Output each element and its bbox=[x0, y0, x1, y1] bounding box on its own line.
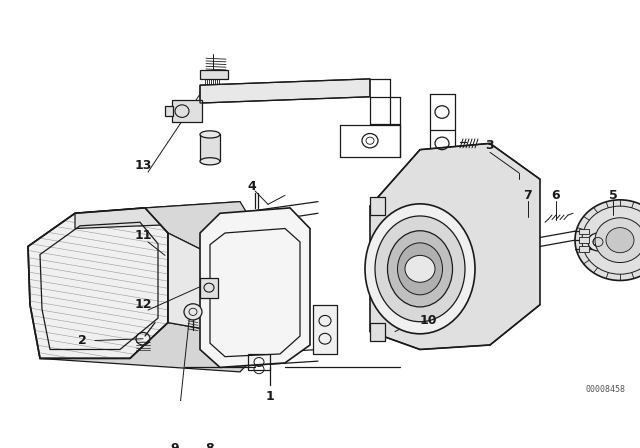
Polygon shape bbox=[28, 208, 168, 358]
Polygon shape bbox=[200, 208, 310, 367]
Bar bbox=[579, 228, 589, 234]
Text: 10: 10 bbox=[419, 314, 436, 327]
Ellipse shape bbox=[365, 204, 475, 334]
Text: 12: 12 bbox=[134, 298, 152, 311]
Text: 11: 11 bbox=[134, 229, 152, 242]
Polygon shape bbox=[168, 233, 270, 340]
Polygon shape bbox=[40, 323, 270, 372]
Text: 5: 5 bbox=[609, 189, 618, 202]
Bar bbox=[590, 235, 606, 249]
Circle shape bbox=[184, 304, 202, 320]
Bar bbox=[165, 106, 173, 116]
Bar bbox=[579, 246, 589, 252]
Text: 6: 6 bbox=[552, 189, 560, 202]
Circle shape bbox=[405, 255, 435, 282]
Circle shape bbox=[588, 233, 608, 251]
Text: 1: 1 bbox=[266, 391, 275, 404]
Text: 3: 3 bbox=[486, 139, 494, 152]
Ellipse shape bbox=[397, 243, 442, 295]
Ellipse shape bbox=[200, 131, 220, 138]
Text: 4: 4 bbox=[248, 180, 257, 193]
Text: 13: 13 bbox=[134, 159, 152, 172]
Polygon shape bbox=[75, 202, 240, 228]
Bar bbox=[370, 323, 385, 340]
Text: 8: 8 bbox=[205, 442, 214, 448]
Text: 2: 2 bbox=[77, 334, 86, 347]
Polygon shape bbox=[200, 79, 370, 103]
Circle shape bbox=[595, 218, 640, 263]
Ellipse shape bbox=[387, 231, 452, 307]
Ellipse shape bbox=[200, 158, 220, 165]
Polygon shape bbox=[200, 79, 370, 103]
Polygon shape bbox=[28, 208, 168, 358]
Bar bbox=[200, 70, 228, 79]
Bar bbox=[172, 100, 202, 122]
Ellipse shape bbox=[375, 216, 465, 322]
Text: 9: 9 bbox=[171, 442, 179, 448]
Polygon shape bbox=[370, 143, 540, 349]
Bar bbox=[370, 197, 385, 215]
Text: 7: 7 bbox=[524, 189, 532, 202]
Bar bbox=[248, 354, 270, 370]
Bar bbox=[313, 305, 337, 354]
Circle shape bbox=[575, 200, 640, 280]
Bar bbox=[200, 134, 220, 161]
Circle shape bbox=[606, 228, 634, 253]
Text: 00008458: 00008458 bbox=[585, 385, 625, 394]
Ellipse shape bbox=[370, 211, 470, 327]
Bar bbox=[579, 237, 589, 243]
Polygon shape bbox=[145, 202, 270, 269]
Bar bbox=[200, 278, 218, 297]
